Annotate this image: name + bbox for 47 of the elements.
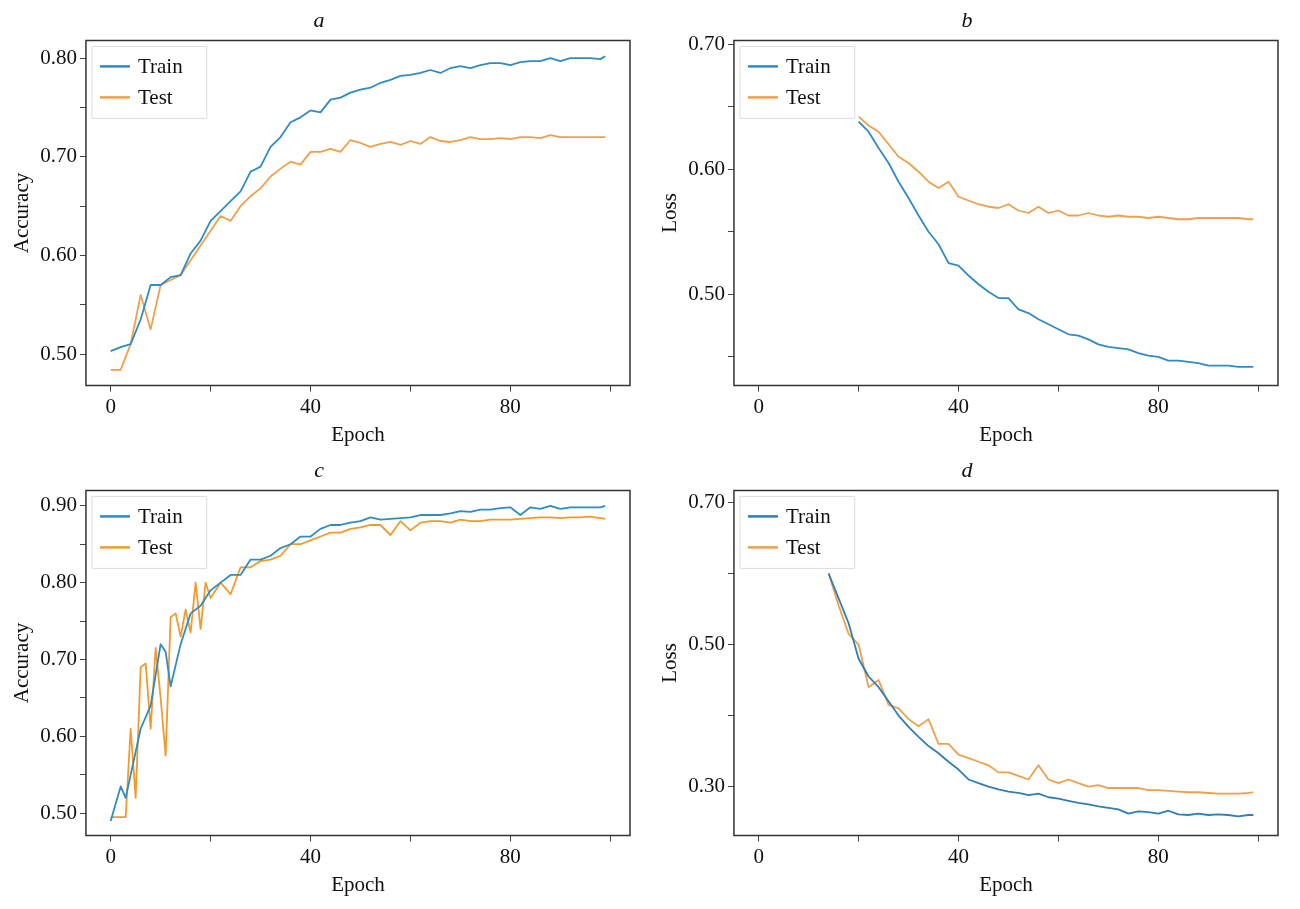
x-tick-label: 80 — [499, 843, 521, 868]
y-axis-title: Loss — [657, 193, 682, 233]
x-tick-label: 40 — [948, 843, 970, 868]
y-tick-label: 0.60 — [688, 155, 725, 180]
x-tick-label: 80 — [499, 393, 521, 418]
y-tick-label: 0.30 — [688, 773, 725, 798]
legend-label: Test — [137, 534, 173, 559]
y-axis-title: Accuracy — [9, 172, 34, 254]
x-tick-label: 0 — [753, 393, 764, 418]
y-tick-label: 0.50 — [40, 799, 77, 824]
x-tick-label: 80 — [1147, 843, 1169, 868]
legend-label: Train — [137, 503, 184, 528]
y-tick-label: 0.80 — [40, 569, 77, 594]
y-tick-label: 0.60 — [40, 241, 77, 266]
legend-label: Train — [137, 53, 184, 78]
legend-label: Test — [137, 84, 173, 109]
x-tick-label: 0 — [105, 393, 116, 418]
x-tick-label: 40 — [300, 393, 322, 418]
y-tick-label: 0.80 — [40, 44, 77, 69]
y-axis-title: Loss — [657, 643, 682, 683]
y-tick-label: 0.50 — [688, 280, 725, 305]
x-tick-label: 0 — [753, 843, 764, 868]
y-tick-label: 0.50 — [40, 340, 77, 365]
legend-label: Train — [785, 503, 832, 528]
x-axis-title: Epoch — [331, 421, 386, 446]
legend-label: Train — [785, 53, 832, 78]
y-tick-label: 0.70 — [688, 30, 725, 55]
x-tick-label: 0 — [105, 843, 116, 868]
y-tick-label: 0.70 — [688, 488, 725, 513]
y-axis-title: Accuracy — [9, 622, 34, 704]
x-axis-title: Epoch — [979, 421, 1034, 446]
x-axis-title: Epoch — [979, 871, 1034, 896]
y-tick-label: 0.90 — [40, 492, 77, 517]
x-tick-label: 80 — [1147, 393, 1169, 418]
chart-title: d — [961, 456, 974, 482]
chart-title: c — [314, 456, 325, 482]
x-tick-label: 40 — [300, 843, 322, 868]
y-tick-label: 0.50 — [688, 631, 725, 656]
y-tick-label: 0.70 — [40, 143, 77, 168]
legend-label: Test — [785, 84, 821, 109]
y-tick-label: 0.60 — [40, 722, 77, 747]
y-tick-label: 0.70 — [40, 646, 77, 671]
x-tick-label: 40 — [948, 393, 970, 418]
chart-title: a — [313, 6, 325, 32]
x-axis-title: Epoch — [331, 871, 386, 896]
chart-title: b — [961, 6, 973, 32]
legend-label: Test — [785, 534, 821, 559]
